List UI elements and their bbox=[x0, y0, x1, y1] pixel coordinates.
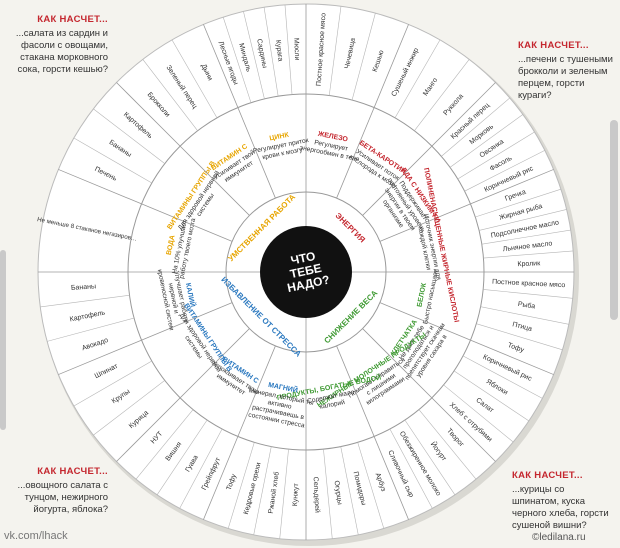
sector-divider bbox=[336, 345, 409, 520]
sector-divider bbox=[336, 24, 409, 199]
food-divider bbox=[323, 449, 333, 539]
food-divider bbox=[253, 446, 272, 535]
sector-divider bbox=[58, 169, 233, 242]
food-divider bbox=[483, 289, 573, 299]
food-divider bbox=[328, 6, 342, 96]
suggestion-head: КАК НАСЧЕТ... bbox=[512, 470, 583, 481]
food-item: Сельдерей bbox=[312, 477, 322, 514]
food-divider bbox=[279, 449, 289, 539]
food-divider bbox=[389, 428, 433, 509]
food-divider bbox=[476, 323, 563, 351]
food-divider bbox=[483, 250, 574, 259]
food-divider bbox=[351, 13, 376, 101]
food-divider bbox=[479, 209, 567, 231]
food-divider bbox=[441, 97, 510, 157]
credit-watermark: ©ledilana.ru bbox=[532, 532, 586, 543]
food-item: Птица bbox=[511, 321, 532, 333]
food-divider bbox=[462, 355, 543, 399]
food-divider bbox=[227, 442, 255, 529]
sector-divider bbox=[58, 302, 233, 375]
food-item: Кролик bbox=[517, 260, 541, 268]
sector-divider bbox=[379, 169, 554, 242]
suggestion-text: ...овощного салата с тунцом, нежирного й… bbox=[17, 479, 108, 515]
food-divider bbox=[457, 131, 535, 180]
nutrient-name: БЕЛОК bbox=[416, 282, 428, 308]
food-divider bbox=[414, 59, 470, 131]
food-divider bbox=[475, 188, 561, 218]
suggestion-head: КАК НАСЧЕТ... bbox=[37, 466, 108, 477]
suggestion-head: КАК НАСЧЕТ... bbox=[37, 14, 108, 25]
food-divider bbox=[263, 7, 279, 97]
food-divider bbox=[453, 370, 530, 422]
suggestion-top-left: КАК НАСЧЕТ... ...салата из сардин и фасо… bbox=[8, 14, 108, 75]
knife-right-decoration bbox=[610, 120, 618, 320]
food-divider bbox=[171, 39, 218, 118]
food-item: Кунжут bbox=[292, 482, 300, 506]
food-divider bbox=[93, 108, 165, 164]
food-divider bbox=[156, 419, 208, 496]
food-divider bbox=[179, 428, 223, 509]
sector-divider bbox=[203, 345, 276, 520]
food-item: Постное красное мясо bbox=[316, 13, 328, 87]
food-divider bbox=[40, 294, 130, 308]
fork-left-decoration bbox=[0, 250, 6, 430]
sector-divider bbox=[362, 328, 496, 462]
sector-divider bbox=[203, 24, 276, 199]
suggestion-bottom-right: КАК НАСЧЕТ... ...курицы со шпинатом, кус… bbox=[512, 470, 612, 531]
food-divider bbox=[73, 360, 152, 407]
suggestion-bottom-left: КАК НАСЧЕТ... ...овощного салата с тунцо… bbox=[8, 466, 108, 516]
suggestion-text: ...курицы со шпинатом, куска черного хле… bbox=[512, 483, 609, 531]
center-disc bbox=[260, 226, 352, 318]
food-divider bbox=[394, 39, 441, 118]
food-item: Бананы bbox=[71, 283, 97, 292]
center-title: ЧТО bbox=[290, 249, 317, 268]
suggestion-text: ...печени с тушеными брокколи и зеленым … bbox=[518, 53, 613, 101]
food-item: Постное красное мясо bbox=[492, 279, 566, 290]
sector-divider bbox=[116, 328, 250, 462]
food-item: Курага bbox=[274, 40, 284, 62]
food-divider bbox=[480, 306, 569, 325]
center-title: ТЕБЕ bbox=[289, 261, 323, 281]
food-divider bbox=[464, 150, 545, 192]
food-item: Рыба bbox=[517, 300, 536, 310]
food-divider bbox=[340, 446, 359, 535]
sector-divider bbox=[362, 82, 496, 216]
food-divider bbox=[47, 317, 135, 342]
food-divider bbox=[93, 380, 165, 436]
food-divider bbox=[73, 137, 152, 184]
food-divider bbox=[481, 229, 571, 245]
food-divider bbox=[135, 409, 194, 480]
nutrient-name: ЦИНК bbox=[269, 132, 290, 143]
food-divider bbox=[418, 409, 477, 480]
food-divider bbox=[222, 17, 252, 103]
food-divider bbox=[243, 11, 265, 99]
food-divider bbox=[142, 59, 198, 131]
sector-divider bbox=[379, 302, 554, 375]
food-divider bbox=[357, 442, 385, 529]
nutrient-desc: активно bbox=[267, 399, 292, 411]
food-divider bbox=[404, 419, 456, 496]
food-item: Мюсли bbox=[292, 38, 300, 61]
food-divider bbox=[449, 114, 523, 168]
credit-source: vk.com/lhack bbox=[4, 530, 68, 542]
sector-divider bbox=[116, 82, 250, 216]
nutrient-name: ВОДА bbox=[166, 235, 177, 256]
suggestion-head: КАК НАСЧЕТ... bbox=[518, 40, 589, 51]
food-divider bbox=[443, 384, 514, 443]
suggestion-text: ...салата из сардин и фасоли с овощами, … bbox=[15, 27, 108, 75]
food-divider bbox=[284, 4, 293, 95]
food-item: Огурцы bbox=[332, 480, 342, 505]
suggestion-top-right: КАК НАСЧЕТ... ...печени с тушеными брокк… bbox=[518, 40, 614, 101]
